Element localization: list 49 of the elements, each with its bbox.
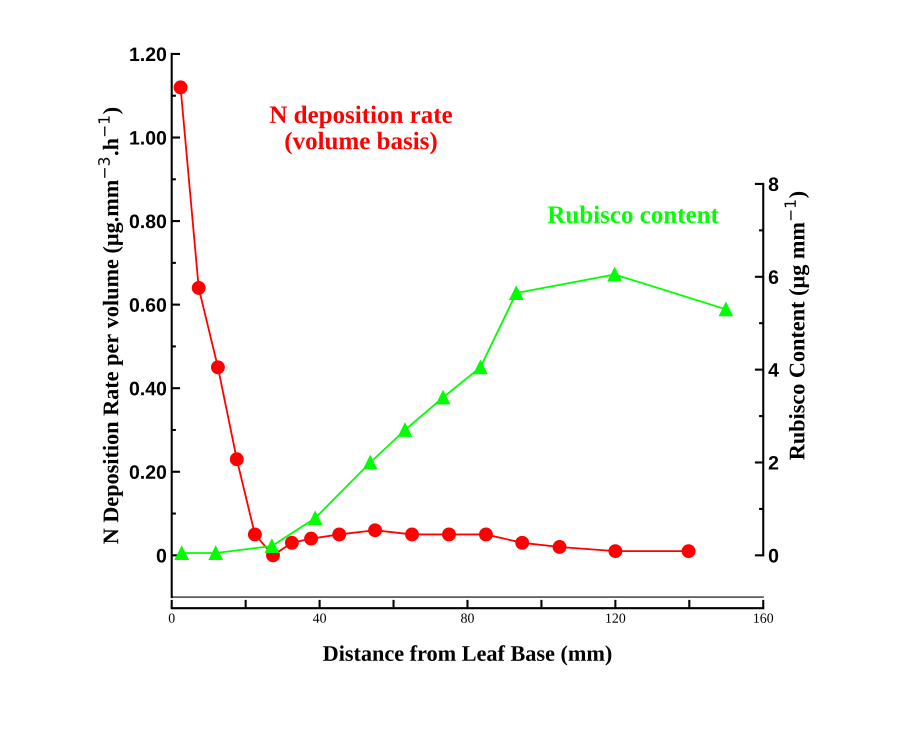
y2-axis-title: Rubisco Content (µg mm$^{−1}$) (784, 192, 810, 460)
y2-tick-label: 6 (768, 270, 778, 284)
text: Rubisco content (548, 206, 719, 224)
point (608, 268, 622, 282)
x-axis-title: Distance from Leaf Base (mm) (323, 645, 612, 666)
point (210, 360, 225, 374)
point (682, 544, 696, 558)
y-tick-label: 1.20 (130, 47, 166, 62)
point (473, 360, 488, 374)
y-axis-title: N Deposition Rate per volume (µg.mm$^{−3}$.h$^{−1}$) (98, 108, 124, 544)
point (552, 540, 566, 554)
point (264, 539, 279, 553)
point (304, 532, 318, 546)
point (398, 423, 412, 437)
point (608, 544, 622, 558)
point (230, 452, 244, 466)
y-tick-label: 0.40 (130, 382, 166, 396)
point (363, 456, 378, 470)
x-tick-label: 120 (606, 613, 626, 623)
y2-tick-label: 2 (768, 456, 778, 470)
x-tick-label: 160 (754, 613, 774, 623)
point (515, 536, 530, 550)
x-tick-label: 40 (312, 613, 326, 623)
y-tick-label: 0.60 (130, 298, 166, 312)
y-tick-label: 1.00 (130, 130, 166, 145)
point (208, 546, 223, 560)
point (284, 536, 299, 550)
x-tick-label: 0 (168, 613, 175, 623)
point (442, 527, 456, 542)
text: N deposition rate (volume basis) (270, 106, 452, 154)
point (248, 527, 262, 542)
point (174, 546, 189, 560)
y-tick-label: 0 (156, 548, 166, 563)
point (479, 527, 493, 542)
x-tick-label: 80 (461, 613, 474, 623)
y2-tick-label: 0 (768, 548, 778, 563)
point (405, 527, 419, 542)
point (718, 302, 733, 316)
point (174, 80, 188, 94)
y-tick-label: 0.80 (130, 214, 166, 228)
point (509, 286, 524, 300)
point (332, 527, 346, 542)
point (368, 523, 382, 538)
point (436, 390, 450, 404)
y2-tick-label: 8 (768, 177, 778, 192)
y-tick-label: 0.20 (130, 465, 166, 480)
point (192, 280, 206, 295)
point (308, 511, 322, 526)
y2-tick-label: 4 (768, 363, 779, 377)
